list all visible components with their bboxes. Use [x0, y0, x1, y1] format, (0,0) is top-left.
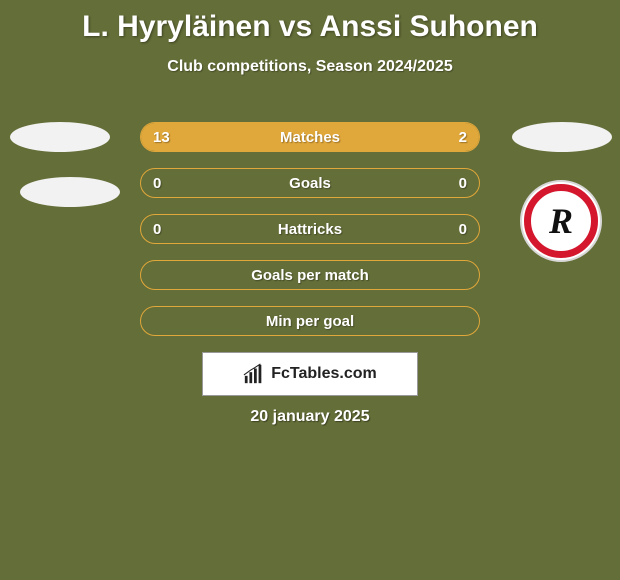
bar-chart-icon	[243, 363, 265, 385]
comparison-rows: 13 Matches 2 0 Goals 0 0 Hattricks 0 Goa…	[140, 122, 480, 352]
page-title: L. Hyryläinen vs Anssi Suhonen	[0, 0, 620, 44]
stat-row: Min per goal	[140, 306, 480, 336]
date-text: 20 january 2025	[0, 408, 620, 426]
club-right-badge: R	[520, 180, 602, 262]
stat-row: 0 Hattricks 0	[140, 214, 480, 244]
stat-label: Goals per match	[141, 261, 479, 289]
club-logo-letter: R	[549, 200, 573, 242]
stat-value-right: 0	[459, 169, 467, 197]
branding-text: FcTables.com	[271, 365, 377, 383]
stat-label: Matches	[141, 123, 479, 151]
stat-row: 13 Matches 2	[140, 122, 480, 152]
stat-label: Min per goal	[141, 307, 479, 335]
club-left-badge	[18, 165, 100, 247]
stat-row: 0 Goals 0	[140, 168, 480, 198]
stat-value-right: 2	[459, 123, 467, 151]
branding-box: FcTables.com	[202, 352, 418, 396]
stat-label: Goals	[141, 169, 479, 197]
placeholder-ellipse	[512, 122, 612, 152]
stat-label: Hattricks	[141, 215, 479, 243]
stat-row: Goals per match	[140, 260, 480, 290]
stat-value-right: 0	[459, 215, 467, 243]
placeholder-ellipse	[10, 122, 110, 152]
club-logo-r: R	[520, 180, 602, 262]
subtitle: Club competitions, Season 2024/2025	[0, 58, 620, 76]
placeholder-ellipse	[20, 177, 120, 207]
